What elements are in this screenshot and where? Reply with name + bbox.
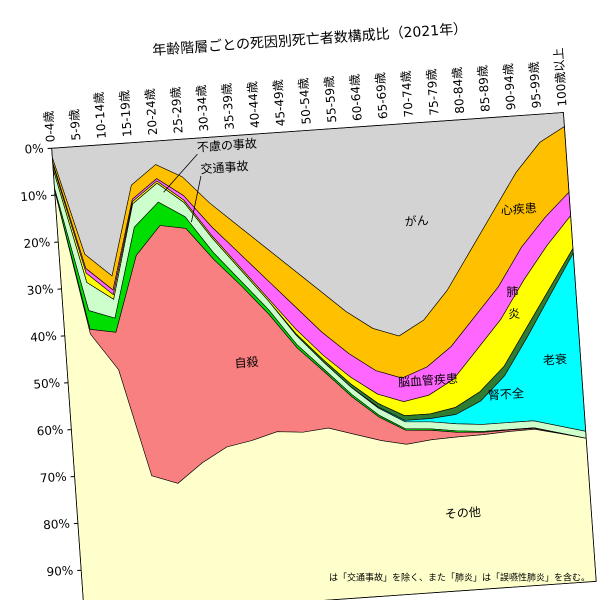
- x-tick-label: 50-54歳: [296, 77, 313, 125]
- x-tick-label: 0-4歳: [42, 110, 58, 143]
- y-tick-label: 20%: [23, 235, 51, 251]
- x-tick-label: 65-69歳: [373, 72, 390, 120]
- x-tick-label: 70-74歳: [399, 70, 416, 118]
- chart-title: 年齢階層ごとの死因別死亡者数構成比（2021年）: [152, 21, 468, 59]
- x-tick-label: 40-44歳: [245, 81, 262, 129]
- x-tick-label: 60-64歳: [348, 74, 365, 122]
- x-tick-label: 55-59歳: [322, 75, 339, 123]
- y-tick-label: 60%: [36, 423, 64, 439]
- series-label: 心疾患: [500, 200, 537, 217]
- y-tick-label: 50%: [33, 376, 61, 392]
- y-tick-label: 90%: [46, 563, 74, 579]
- series-label: 自殺: [234, 355, 259, 371]
- y-tick-label: 40%: [30, 329, 58, 345]
- series-label: 腎不全: [487, 385, 524, 402]
- x-tick-label: 100歳以上: [551, 47, 569, 107]
- y-tick-label: 10%: [20, 188, 48, 204]
- y-tick-label: 80%: [43, 516, 71, 532]
- x-tick-label: 20-24歳: [143, 88, 160, 136]
- x-tick-label: 80-84歳: [450, 66, 467, 114]
- x-tick-label: 35-39歳: [220, 83, 237, 131]
- x-tick-label: 15-19歳: [117, 90, 134, 138]
- series-label: 脳血管疾患: [397, 371, 458, 390]
- x-tick-label: 30-34歳: [194, 84, 211, 132]
- x-tick-label: 10-14歳: [92, 91, 109, 139]
- y-tick-label: 0%: [24, 141, 44, 156]
- series-label: 不慮の事故: [196, 135, 257, 154]
- x-tick-label: 95-99歳: [527, 61, 544, 109]
- series-label: 老衰: [542, 351, 567, 368]
- x-tick-label: 25-29歳: [168, 86, 185, 134]
- y-tick-label: 70%: [40, 470, 68, 486]
- arrow: [191, 175, 202, 223]
- note: は「交通事故」を除く、また「肺炎」は「誤嚥性肺炎」を含む。: [329, 572, 590, 584]
- arrow: [163, 153, 198, 193]
- series-label: 交通事故: [200, 158, 249, 176]
- x-tick-label: 45-49歳: [271, 79, 288, 127]
- y-tick-label: 30%: [26, 282, 54, 298]
- series-label: がん: [404, 212, 429, 229]
- series-label: 炎: [508, 307, 521, 322]
- x-tick-label: 5-9歳: [67, 109, 83, 142]
- series-label: その他: [444, 505, 481, 521]
- x-tick-label: 90-94歳: [501, 63, 518, 111]
- series-label: 肺: [506, 285, 519, 300]
- x-tick-label: 85-89歳: [475, 65, 492, 113]
- x-tick-label: 75-79歳: [424, 68, 441, 116]
